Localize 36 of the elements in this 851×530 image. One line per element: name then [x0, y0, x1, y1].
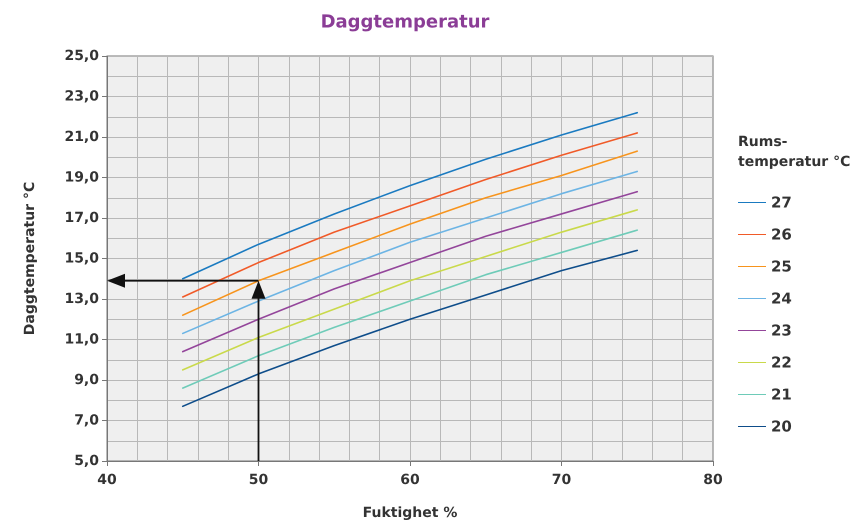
y-tick-label: 17,0 [64, 210, 100, 226]
y-tick-label: 9,0 [74, 372, 100, 388]
y-tick-label: 21,0 [64, 129, 100, 145]
y-axis-title: Daggtemperatur °C [22, 182, 38, 336]
y-tick-label: 7,0 [74, 412, 100, 428]
y-tick-label: 19,0 [64, 170, 100, 186]
x-tick-label: 40 [97, 472, 117, 488]
legend-label: 23 [771, 322, 792, 340]
legend-label: 20 [771, 418, 792, 436]
x-tick-label: 60 [400, 472, 420, 488]
x-tick-label: 80 [703, 472, 723, 488]
line-series [182, 150, 638, 316]
y-tick-label: 15,0 [64, 250, 100, 266]
y-tick-label: 23,0 [64, 88, 100, 104]
line-series [182, 209, 638, 371]
legend-label: 27 [771, 194, 792, 212]
line-series [182, 170, 638, 334]
legend-title: Rums- temperatur °C [738, 134, 850, 170]
legend-label: 25 [771, 258, 792, 276]
x-axis-title: Fuktighet % [362, 505, 458, 521]
line-series [182, 229, 638, 389]
y-tick-label: 5,0 [74, 453, 100, 469]
legend-label: 26 [771, 226, 792, 244]
legend-label: 21 [771, 386, 792, 404]
x-tick-label: 50 [248, 472, 268, 488]
legend-label: 24 [771, 290, 792, 308]
y-tick-label: 25,0 [64, 48, 100, 64]
chart-title: Daggtemperatur [320, 12, 490, 32]
line-series [182, 190, 638, 352]
legend-label: 22 [771, 354, 792, 372]
y-tick-label: 11,0 [64, 332, 100, 348]
x-tick-label: 70 [552, 472, 572, 488]
line-series [182, 132, 638, 298]
line-series [182, 112, 638, 280]
y-tick-label: 13,0 [64, 291, 100, 307]
line-series [182, 250, 638, 408]
